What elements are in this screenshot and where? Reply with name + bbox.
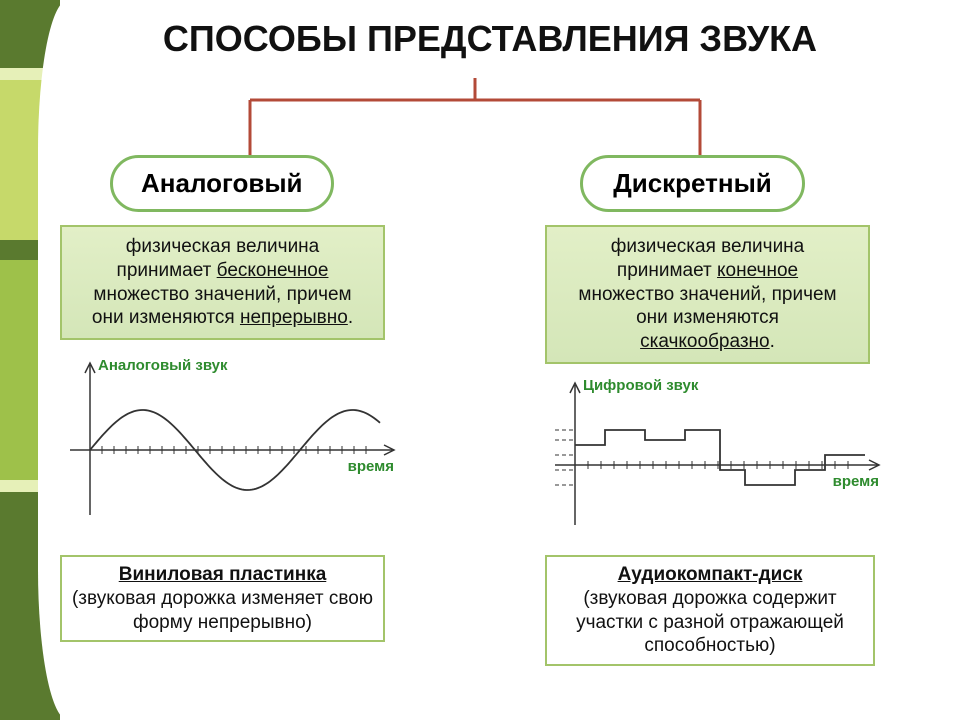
pill-analog: Аналоговый: [110, 155, 334, 212]
desc-analog: физическая величинапринимает бесконечное…: [60, 225, 385, 340]
example-analog-heading: Виниловая пластинка: [119, 564, 327, 585]
example-discrete-body: (звуковая дорожка содержит участки с раз…: [576, 588, 844, 657]
slide-content: СПОСОБЫ ПРЕДСТАВЛЕНИЯ ЗВУКА Аналоговый ф…: [0, 0, 960, 720]
example-discrete: Аудиокомпакт-диск (звуковая дорожка соде…: [545, 555, 875, 666]
chart-digital: Цифровой звуквремя: [545, 375, 885, 535]
example-analog-body: (звуковая дорожка изменяет свою форму не…: [72, 588, 373, 633]
example-analog: Виниловая пластинка (звуковая дорожка из…: [60, 555, 385, 642]
chart-analog: Аналоговый звуквремя: [60, 355, 400, 525]
pill-discrete: Дискретный: [580, 155, 805, 212]
desc-discrete: физическая величинапринимает конечноемно…: [545, 225, 870, 364]
example-discrete-heading: Аудиокомпакт-диск: [618, 564, 803, 585]
